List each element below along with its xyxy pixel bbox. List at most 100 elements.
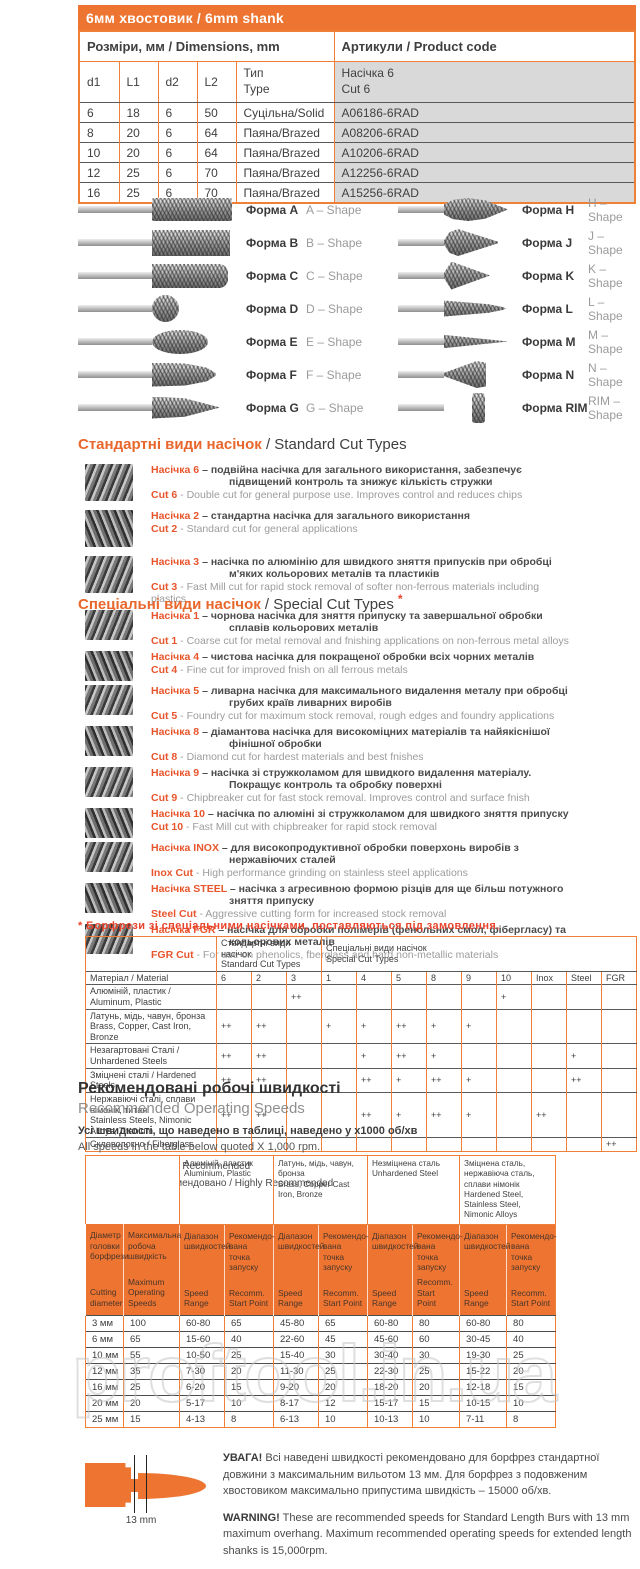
cut-desc-ua: – насічка по алюмінію для швидкого знятт… (202, 556, 552, 580)
burr-head (152, 229, 230, 256)
mark-cell: + (356, 1008, 392, 1044)
cut-type-item: Насічка INOX – для високопродуктивної об… (85, 842, 575, 879)
cut-name-en: Cut 9 (151, 792, 178, 804)
col-speed-range: Діапазон швидкостей Speed Range (367, 1224, 418, 1315)
col-type: Тип Type (235, 61, 335, 103)
material-table: Стандартні види насічок Standard Cut Type… (85, 936, 638, 1152)
mark-cell: + (426, 1043, 462, 1069)
cut-desc-en: - Standard cut for general applications (180, 523, 358, 535)
shape-label-en: RIM – Shape (588, 393, 623, 422)
mark-cell (286, 1043, 322, 1069)
speed-cell: 40 (224, 1330, 274, 1347)
product-code-header: Артикули / Product code (333, 31, 635, 62)
speed-cell: 65 (224, 1314, 274, 1331)
mark-cell: + (461, 1008, 497, 1044)
speed-cell: 15-17 (367, 1394, 413, 1411)
mark-cell: ++ (216, 1091, 252, 1138)
cut-sample-photo (85, 651, 133, 681)
burr-head (152, 362, 216, 387)
mark-cell (321, 1137, 357, 1152)
shape-label-ua: Форма L (522, 301, 573, 316)
speed-cell: 25 (506, 1346, 556, 1363)
mark-cell: + (391, 1091, 427, 1138)
speed-cell: 10 (224, 1394, 274, 1411)
speed-cell: 60 (412, 1330, 460, 1347)
mark-cell (600, 1008, 637, 1044)
mark-cell: ++ (426, 1067, 462, 1093)
special-cuts-list: Насічка 1 – чорнова насічка для зняття п… (85, 610, 575, 965)
speed-cell: 12-18 (459, 1378, 507, 1395)
speed-row: 3 мм 100 60-80 65 45-80 65 60-80 80 60-8… (85, 1314, 556, 1331)
cut-desc-en: - Aggressive cutting form for increased … (199, 908, 447, 920)
burr-head (152, 295, 179, 322)
diameter-cell: 12 мм (85, 1362, 124, 1379)
cut-sample-photo (85, 808, 133, 838)
mark-cell: ++ (426, 1091, 462, 1138)
speed-cell: 10 (506, 1394, 556, 1411)
shape-label-ua: Форма C (246, 268, 299, 283)
max-speed-cell: 15 (123, 1410, 180, 1427)
burr-photo (398, 361, 522, 388)
shape-row: Форма F F – Shape Форма N N – Shape (78, 358, 638, 391)
material-header: Матеріал / Material (85, 970, 217, 985)
mark-cell (566, 984, 602, 1010)
special-order-note: * Борфрези зі спеціальними насічками, по… (78, 920, 500, 932)
burr-head (152, 263, 228, 288)
burr-shank (398, 404, 444, 411)
col-max-speed: Максимальна робоча швидкість Maximum Oper… (123, 1224, 181, 1315)
max-speed-cell: 35 (123, 1362, 180, 1379)
speed-cell: 9-20 (273, 1378, 319, 1395)
speed-cell: 22-60 (273, 1330, 319, 1347)
mark-cell (286, 1067, 322, 1093)
speed-row: 6 мм 65 15-60 40 22-60 45 45-60 60 30-45… (85, 1330, 556, 1347)
mark-cell (461, 984, 497, 1010)
speed-cell: 22-30 (367, 1362, 413, 1379)
product-code: A10206-6RAD (333, 142, 635, 163)
mark-cell (426, 984, 462, 1010)
cut-column-header: 2 (251, 970, 287, 985)
cut-type-item: Насічка STEEL – насічка з агресивною фор… (85, 883, 575, 920)
burr-photo (398, 331, 522, 353)
cut-column-header: 6 (216, 970, 252, 985)
cut-name-ua: Насічка 2 (151, 510, 200, 522)
burr-shank (78, 272, 152, 279)
mark-cell (600, 1043, 637, 1069)
dimensions-table: Розміри, мм / Dimensions, mm Артикули / … (78, 30, 636, 204)
speed-cell: 40 (506, 1330, 556, 1347)
product-code: A06186-6RAD (333, 102, 635, 123)
shape-row: Форма E E – Shape Форма M M – Shape (78, 325, 638, 358)
mark-cell: ++ (251, 1008, 287, 1044)
cut-type-item: Насічка 9 – насічка зі стружколамом для … (85, 767, 575, 804)
burr-head (444, 198, 508, 221)
mark-cell (391, 984, 427, 1010)
mark-cell: ++ (600, 1137, 637, 1152)
burr-shank (398, 338, 444, 345)
mark-cell (531, 1043, 567, 1069)
speeds-table: Алюміній, пластик Aluminium, Plastic Лату… (85, 1155, 557, 1428)
mark-cell (216, 984, 252, 1010)
col-L2: L2 (196, 61, 236, 103)
burr-shank (78, 239, 152, 246)
mark-cell: + (566, 1043, 602, 1069)
speed-cell: 10 (317, 1410, 368, 1427)
mark-cell (356, 984, 392, 1010)
cut-name-en: Cut 3 (151, 581, 178, 593)
speed-cell: 11-30 (273, 1362, 319, 1379)
cut-desc-en: - Fine cut for improved fnish on all fer… (180, 664, 408, 676)
speed-cell: 30-45 (459, 1330, 507, 1347)
shape-label-ua: Форма D (246, 301, 299, 316)
speed-cell: 45-60 (367, 1330, 413, 1347)
burr-photo (398, 229, 522, 256)
speed-cell: 10-13 (367, 1410, 413, 1427)
material-group-header: Алюміній, пластик Aluminium, Plastic (179, 1155, 274, 1225)
max-speed-cell: 20 (123, 1394, 180, 1411)
shape-label-ua: Форма H (522, 202, 575, 217)
burr-head (152, 396, 220, 419)
shape-row: Форма C C – Shape Форма K K – Shape (78, 259, 638, 292)
mark-cell (251, 984, 287, 1010)
speed-cell: 30 (412, 1346, 460, 1363)
cut-sample-photo (85, 726, 133, 756)
cut-sample-photo (85, 685, 133, 715)
mark-cell (286, 1137, 322, 1152)
